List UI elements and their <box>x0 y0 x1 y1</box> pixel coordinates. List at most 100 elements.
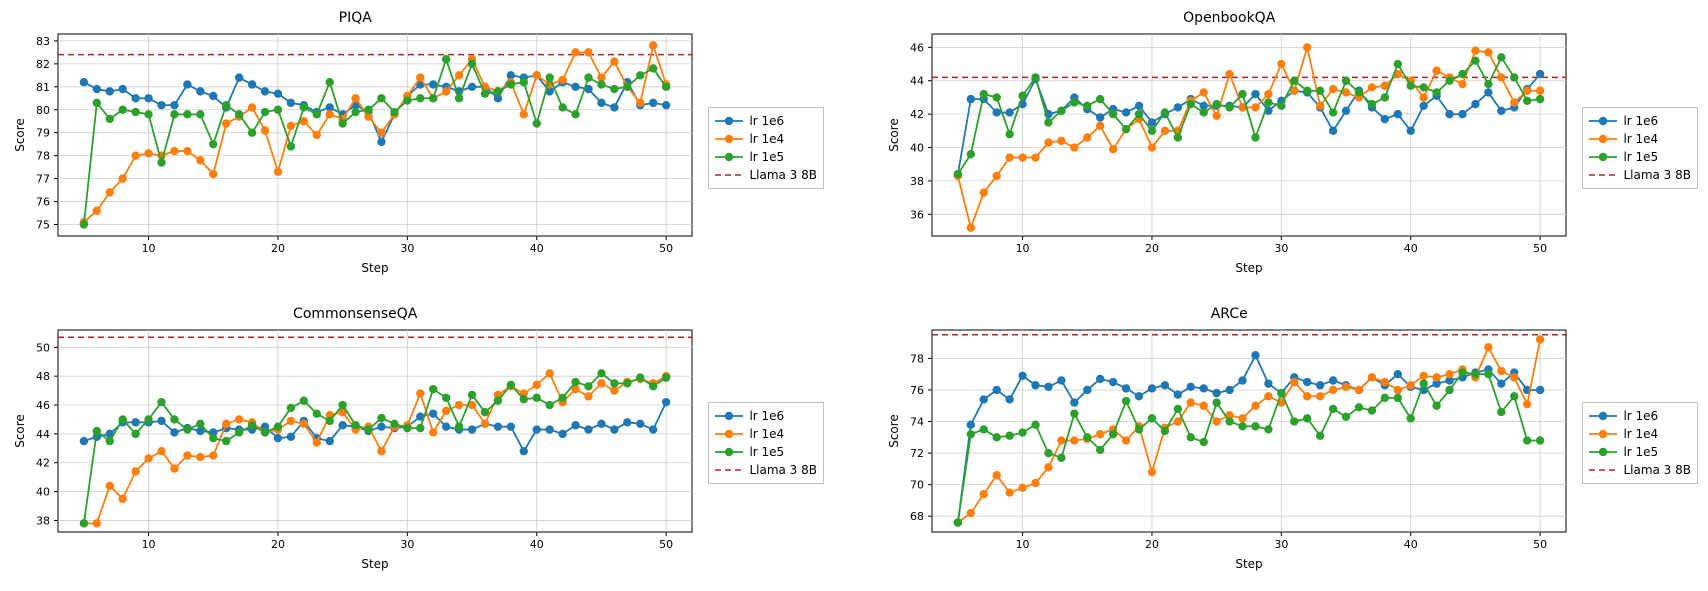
legend: lr 1e6lr 1e4lr 1e5Llama 3 8B <box>1582 107 1698 189</box>
svg-text:81: 81 <box>36 81 50 94</box>
legend: lr 1e6lr 1e4lr 1e5Llama 3 8B <box>1582 402 1698 484</box>
legend-item: lr 1e6 <box>1589 407 1691 425</box>
legend-item: lr 1e5 <box>1589 443 1691 461</box>
legend-item: Llama 3 8B <box>715 461 817 479</box>
svg-text:Step: Step <box>361 261 388 275</box>
chart-svg: 10 20 30 40 50 36 38 40 42 44 46 Step Score <box>884 28 1574 278</box>
legend-item: Llama 3 8B <box>1589 166 1691 184</box>
chart-svg: 102030405038404244464850StepScore <box>10 324 700 574</box>
svg-text:44: 44 <box>910 75 924 88</box>
svg-text:40: 40 <box>530 242 544 255</box>
panel-commonsenseqa: CommonsenseQA102030405038404244464850Ste… <box>10 306 824 582</box>
legend-item: lr 1e6 <box>715 112 817 130</box>
legend-item: lr 1e4 <box>715 130 817 148</box>
panel-arce: ARCe1020304050687072747678StepScorelr 1e… <box>884 306 1698 582</box>
legend-label: Llama 3 8B <box>749 166 817 184</box>
legend-label: lr 1e6 <box>749 112 784 130</box>
svg-text:80: 80 <box>36 104 50 117</box>
legend-label: lr 1e4 <box>749 130 784 148</box>
svg-text:79: 79 <box>36 127 50 140</box>
legend-item: lr 1e4 <box>715 425 817 443</box>
svg-text:38: 38 <box>910 175 924 188</box>
svg-text:76: 76 <box>910 383 924 396</box>
svg-text:74: 74 <box>910 415 924 428</box>
chart-title: ARCe <box>884 306 1574 322</box>
svg-text:Step: Step <box>1235 557 1262 571</box>
legend-label: lr 1e4 <box>749 425 784 443</box>
legend-item: lr 1e6 <box>1589 112 1691 130</box>
legend: lr 1e6lr 1e4lr 1e5Llama 3 8B <box>708 107 824 189</box>
svg-text:20: 20 <box>271 538 285 551</box>
svg-text:82: 82 <box>36 58 50 71</box>
legend: lr 1e6lr 1e4lr 1e5Llama 3 8B <box>708 402 824 484</box>
svg-text:72: 72 <box>910 447 924 460</box>
svg-text:10: 10 <box>1016 242 1030 255</box>
legend-label: lr 1e4 <box>1623 130 1658 148</box>
svg-text:10: 10 <box>142 538 156 551</box>
svg-text:40: 40 <box>530 538 544 551</box>
svg-text:20: 20 <box>271 242 285 255</box>
svg-text:78: 78 <box>36 150 50 163</box>
chart-grid: PIQA 10 20 30 40 50 75 76 77 78 79 80 81 82 83 Step Scor… <box>10 10 1698 581</box>
chart-title: CommonsenseQA <box>10 306 700 322</box>
svg-text:Score: Score <box>13 414 27 448</box>
svg-text:78: 78 <box>910 352 924 365</box>
svg-text:38: 38 <box>36 514 50 527</box>
legend-item: lr 1e5 <box>715 148 817 166</box>
legend-item: Llama 3 8B <box>715 166 817 184</box>
svg-text:76: 76 <box>36 196 50 209</box>
svg-text:46: 46 <box>910 41 924 54</box>
svg-text:Step: Step <box>361 557 388 571</box>
legend-item: lr 1e5 <box>715 443 817 461</box>
svg-text:44: 44 <box>36 427 50 440</box>
chart-svg: 10 20 30 40 50 75 76 77 78 79 80 81 82 83 Step Score <box>10 28 700 278</box>
svg-text:40: 40 <box>36 485 50 498</box>
svg-text:68: 68 <box>910 510 924 523</box>
legend-label: Llama 3 8B <box>1623 166 1691 184</box>
legend-item: Llama 3 8B <box>1589 461 1691 479</box>
svg-text:50: 50 <box>659 538 673 551</box>
legend-label: lr 1e6 <box>749 407 784 425</box>
svg-text:30: 30 <box>1274 242 1288 255</box>
svg-text:20: 20 <box>1145 538 1159 551</box>
svg-text:Score: Score <box>887 414 901 448</box>
svg-text:83: 83 <box>36 35 50 48</box>
svg-text:50: 50 <box>1533 538 1547 551</box>
svg-text:Step: Step <box>1235 261 1262 275</box>
legend-label: lr 1e5 <box>1623 443 1658 461</box>
chart-svg: 1020304050687072747678StepScore <box>884 324 1574 574</box>
legend-label: Llama 3 8B <box>1623 461 1691 479</box>
legend-label: Llama 3 8B <box>749 461 817 479</box>
legend-label: lr 1e5 <box>749 148 784 166</box>
svg-text:30: 30 <box>400 538 414 551</box>
svg-text:48: 48 <box>36 370 50 383</box>
svg-text:10: 10 <box>1016 538 1030 551</box>
svg-text:50: 50 <box>1533 242 1547 255</box>
svg-text:20: 20 <box>1145 242 1159 255</box>
chart-title: PIQA <box>10 10 700 26</box>
legend-label: lr 1e5 <box>1623 148 1658 166</box>
chart-title: OpenbookQA <box>884 10 1574 26</box>
svg-text:Score: Score <box>887 118 901 152</box>
svg-text:40: 40 <box>910 142 924 155</box>
svg-text:40: 40 <box>1404 242 1418 255</box>
svg-text:42: 42 <box>910 108 924 121</box>
svg-text:36: 36 <box>910 208 924 221</box>
svg-text:75: 75 <box>36 219 50 232</box>
svg-text:50: 50 <box>36 341 50 354</box>
legend-label: lr 1e6 <box>1623 407 1658 425</box>
legend-item: lr 1e4 <box>1589 425 1691 443</box>
svg-text:42: 42 <box>36 456 50 469</box>
panel-openbookqa: OpenbookQA 10 20 30 40 50 36 38 40 42 44 46 Step Scor… <box>884 10 1698 286</box>
svg-text:50: 50 <box>659 242 673 255</box>
svg-text:10: 10 <box>142 242 156 255</box>
svg-text:77: 77 <box>36 173 50 186</box>
svg-text:40: 40 <box>1404 538 1418 551</box>
legend-label: lr 1e4 <box>1623 425 1658 443</box>
svg-text:30: 30 <box>400 242 414 255</box>
svg-text:Score: Score <box>13 118 27 152</box>
svg-text:30: 30 <box>1274 538 1288 551</box>
legend-item: lr 1e5 <box>1589 148 1691 166</box>
panel-piqa: PIQA 10 20 30 40 50 75 76 77 78 79 80 81 82 83 Step Scor… <box>10 10 824 286</box>
legend-item: lr 1e4 <box>1589 130 1691 148</box>
